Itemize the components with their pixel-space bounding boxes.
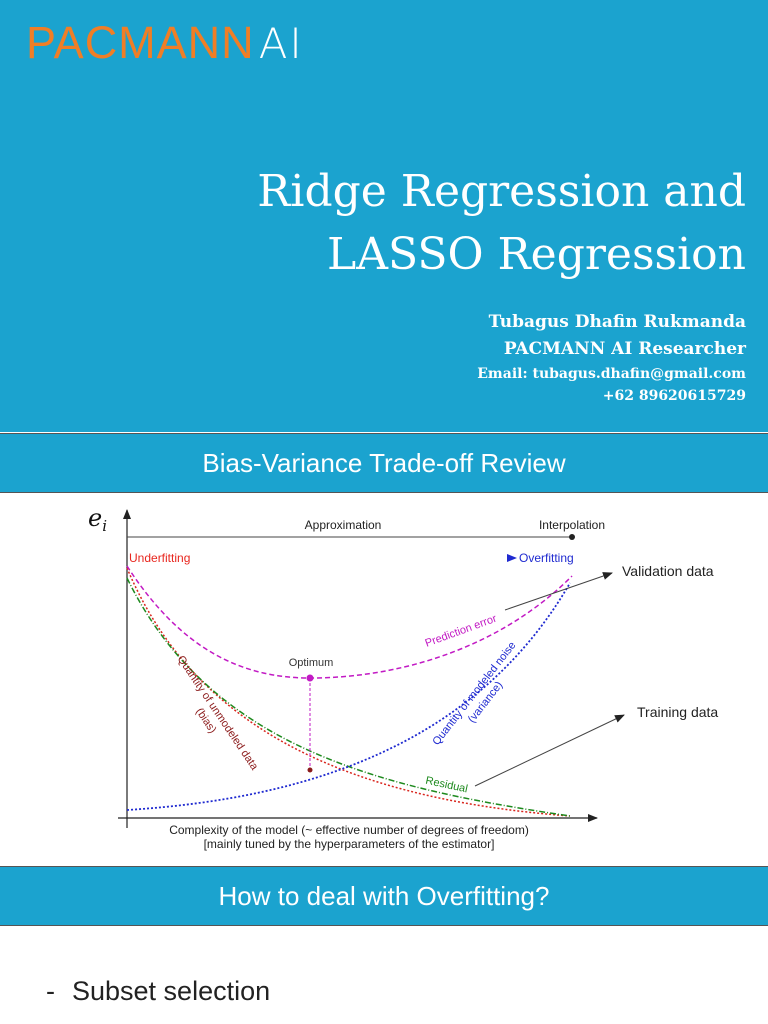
title-line-2: LASSO Regression (326, 229, 746, 280)
residual-label: Residual (424, 775, 468, 796)
author-block: Tubagus Dhafin Rukmanda PACMANN AI Resea… (477, 310, 746, 407)
pacmann-logo: PACMANNAI (26, 17, 304, 69)
validation-data-arrow (504, 572, 613, 611)
bias-curve (126, 567, 571, 817)
validation-data-label: Validation data (622, 563, 714, 579)
approximation-label: Approximation (305, 518, 382, 532)
y-axis-subscript: i (102, 517, 107, 535)
interpolation-label: Interpolation (539, 518, 605, 532)
bias-label: Quantity of unmodeled data (bias) (175, 654, 261, 773)
title-line-1: Ridge Regression and (257, 166, 746, 217)
overfitting-label: Overfitting (519, 551, 574, 565)
variance-label: Quantity of modeled noise (variance) (430, 640, 518, 748)
y-axis-symbol: e (88, 504, 102, 532)
bullet-dash: - (46, 976, 55, 1006)
residual-curve (126, 577, 571, 817)
section-heading-bias-variance: Bias-Variance Trade-off Review (0, 433, 768, 493)
title-slide: PACMANNAI Ridge Regression and LASSO Reg… (0, 0, 768, 432)
interpolation-point (569, 534, 575, 540)
author-role: PACMANN AI Researcher (503, 339, 746, 359)
list-item: - Subset selection (46, 976, 270, 1007)
x-axis-label-line-1: Complexity of the model (~ effective num… (169, 823, 529, 837)
bias-variance-diagram: ei Approximation Interpolation Underfitt… (88, 504, 718, 851)
intersection-point (307, 767, 313, 773)
bias-label-line-1: Quantity of unmodeled data (175, 654, 261, 773)
author-name: Tubagus Dhafin Rukmanda (488, 312, 746, 332)
bullet-text: Subset selection (72, 976, 271, 1006)
logo-suffix-text: AI (258, 19, 304, 68)
section-heading-overfitting: How to deal with Overfitting? (0, 866, 768, 926)
optimum-label: Optimum (289, 657, 334, 669)
prediction-error-label: Prediction error (424, 613, 499, 650)
author-phone: +62 89620615729 (602, 388, 746, 404)
logo-main-text: PACMANN (26, 17, 255, 68)
y-axis-label: ei (88, 504, 107, 535)
x-axis-label-line-2: [mainly tuned by the hyperparameters of … (204, 837, 495, 851)
variance-curve (126, 582, 571, 811)
presentation-title: Ridge Regression and LASSO Regression (257, 160, 746, 286)
underfitting-label: Underfitting (129, 551, 190, 565)
complexity-arrow-head (507, 554, 517, 562)
training-data-arrow (474, 714, 625, 787)
optimum-point (306, 674, 314, 682)
training-data-label: Training data (637, 704, 718, 720)
author-email: Email: tubagus.dhafin@gmail.com (477, 366, 746, 382)
